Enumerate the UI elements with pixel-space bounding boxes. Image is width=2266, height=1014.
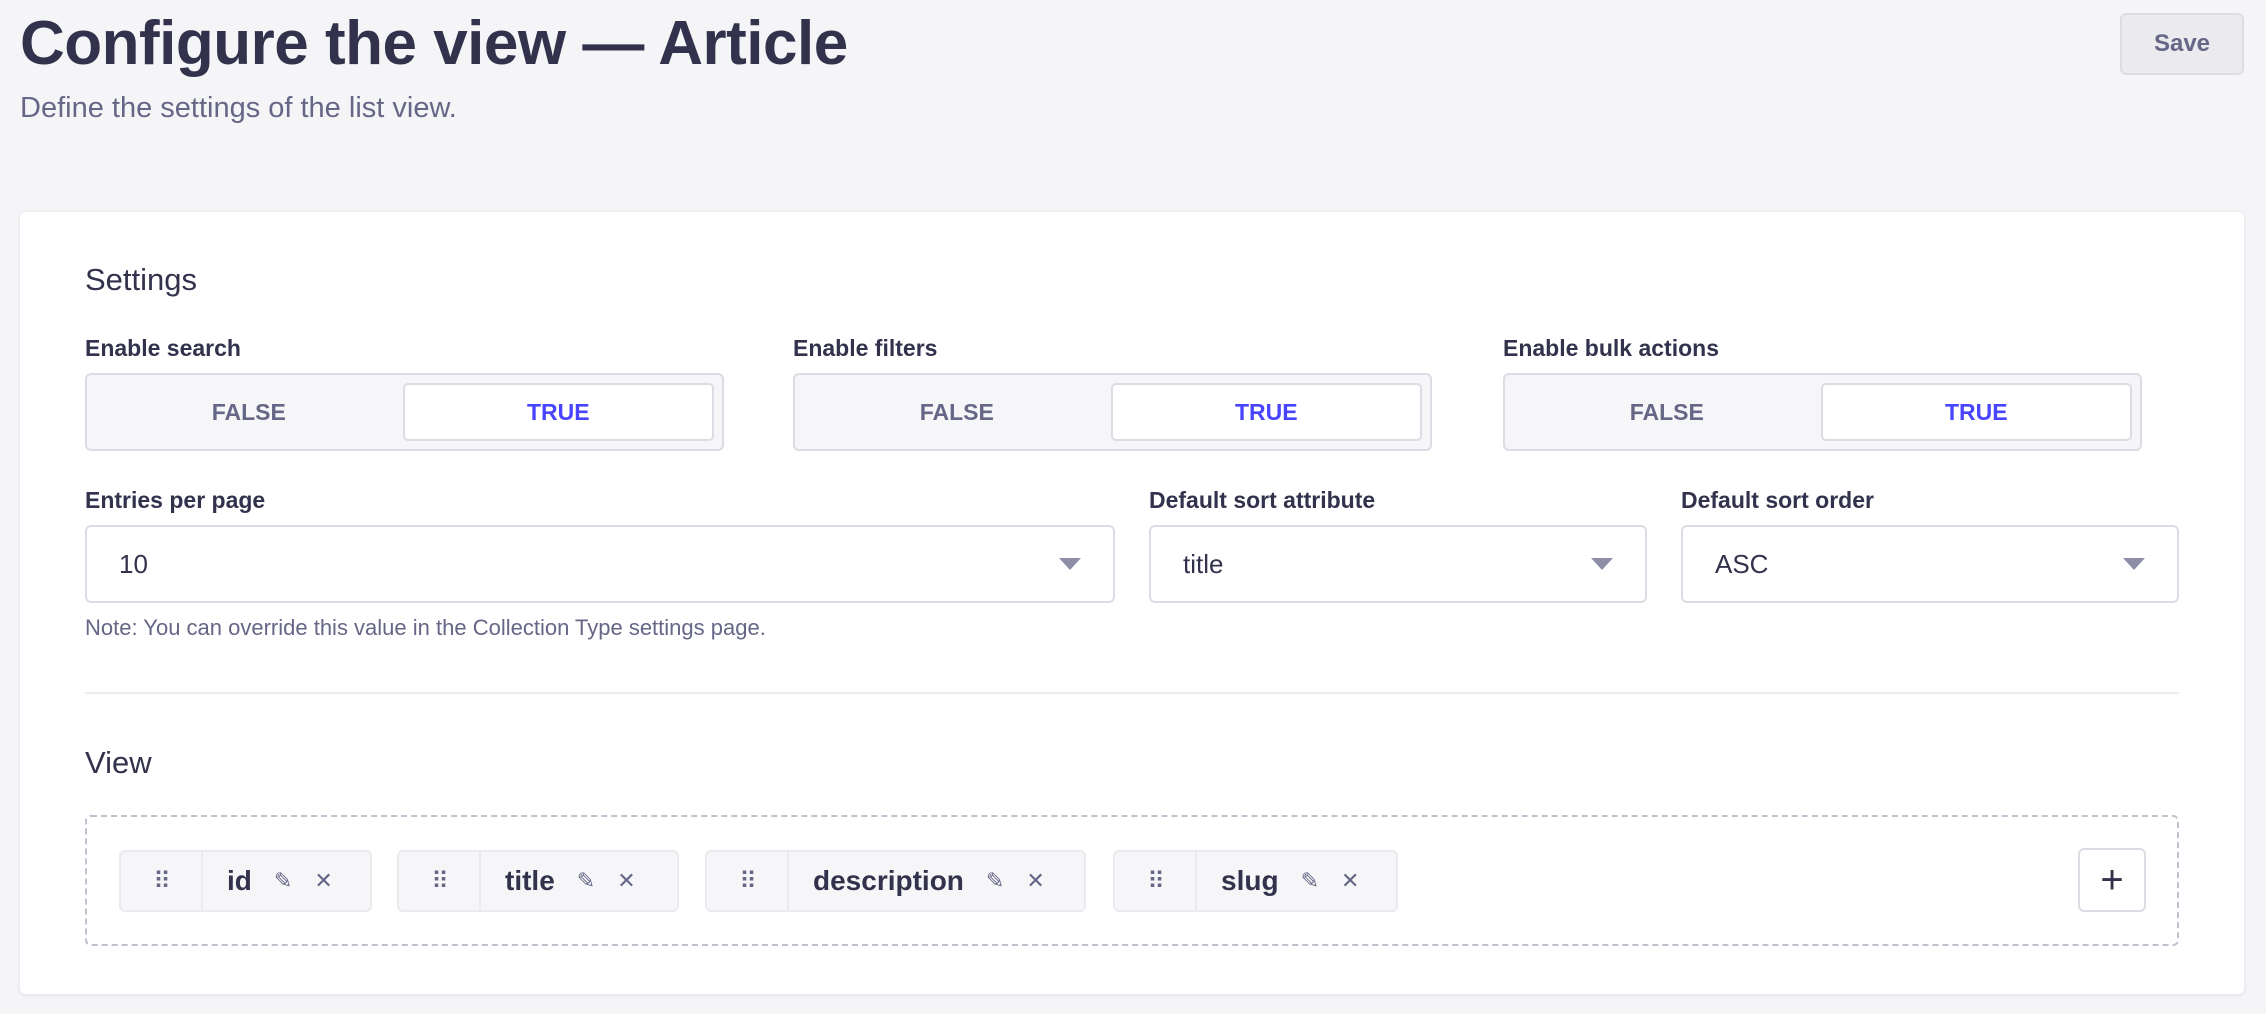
caret-down-icon xyxy=(2123,558,2145,570)
page-subtitle: Define the settings of the list view. xyxy=(20,92,457,124)
caret-down-icon xyxy=(1591,558,1613,570)
default-sort-attribute-label: Default sort attribute xyxy=(1149,487,1376,513)
false-option[interactable]: FALSE xyxy=(919,398,994,425)
drag-handle-icon[interactable]: ⠿ xyxy=(707,852,789,910)
field-chip-id[interactable]: ⠿ id ✎ ✕ xyxy=(119,850,372,912)
close-icon[interactable]: ✕ xyxy=(1026,868,1045,893)
default-sort-attribute-select[interactable]: title xyxy=(1149,525,1647,603)
true-option[interactable]: TRUE xyxy=(402,383,714,441)
enable-filters-label: Enable filters xyxy=(793,335,938,361)
divider xyxy=(85,692,2179,694)
field-chip-slug[interactable]: ⠿ slug ✎ ✕ xyxy=(1113,850,1398,912)
select-value: title xyxy=(1183,548,1224,579)
true-option[interactable]: TRUE xyxy=(1110,383,1422,441)
caret-down-icon xyxy=(1059,558,1081,570)
false-option[interactable]: FALSE xyxy=(211,398,286,425)
field-chip-title[interactable]: ⠿ title ✎ ✕ xyxy=(397,850,679,912)
enable-bulk-actions-label: Enable bulk actions xyxy=(1503,335,1719,361)
true-option[interactable]: TRUE xyxy=(1820,383,2132,441)
close-icon[interactable]: ✕ xyxy=(314,868,333,893)
drag-handle-icon[interactable]: ⠿ xyxy=(121,852,203,910)
field-name: slug xyxy=(1221,865,1279,896)
false-option[interactable]: FALSE xyxy=(1629,398,1704,425)
enable-search-label: Enable search xyxy=(85,335,241,361)
field-name: description xyxy=(813,865,964,896)
field-name: id xyxy=(227,865,252,896)
entries-note: Note: You can override this value in the… xyxy=(85,615,766,640)
enable-filters-toggle[interactable]: FALSE TRUE xyxy=(793,373,1432,451)
close-icon[interactable]: ✕ xyxy=(1341,868,1360,893)
add-field-button[interactable]: + xyxy=(2078,848,2146,912)
pencil-icon[interactable]: ✎ xyxy=(985,868,1005,893)
view-fields-dropzone xyxy=(85,815,2179,946)
default-sort-order-select[interactable]: ASC xyxy=(1681,525,2179,603)
pencil-icon[interactable]: ✎ xyxy=(576,868,596,893)
field-name: title xyxy=(505,865,555,896)
save-button[interactable]: Save xyxy=(2120,13,2244,75)
enable-search-toggle[interactable]: FALSE TRUE xyxy=(85,373,724,451)
settings-heading: Settings xyxy=(85,262,198,297)
drag-handle-icon[interactable]: ⠿ xyxy=(1115,852,1197,910)
select-value: 10 xyxy=(119,548,148,579)
pencil-icon[interactable]: ✎ xyxy=(1300,868,1319,893)
pencil-icon[interactable]: ✎ xyxy=(273,868,293,893)
plus-icon: + xyxy=(2100,857,2124,902)
entries-per-page-label: Entries per page xyxy=(85,487,266,513)
default-sort-order-label: Default sort order xyxy=(1681,487,1874,513)
enable-bulk-actions-toggle[interactable]: FALSE TRUE xyxy=(1503,373,2142,451)
select-value: ASC xyxy=(1715,548,1769,579)
field-chip-description[interactable]: ⠿ description ✎ ✕ xyxy=(705,850,1086,912)
drag-handle-icon[interactable]: ⠿ xyxy=(399,852,481,910)
close-icon[interactable]: ✕ xyxy=(617,868,636,893)
page-title: Configure the view — Article xyxy=(20,9,848,78)
entries-per-page-select[interactable]: 10 xyxy=(85,525,1115,603)
view-heading: View xyxy=(85,745,152,780)
